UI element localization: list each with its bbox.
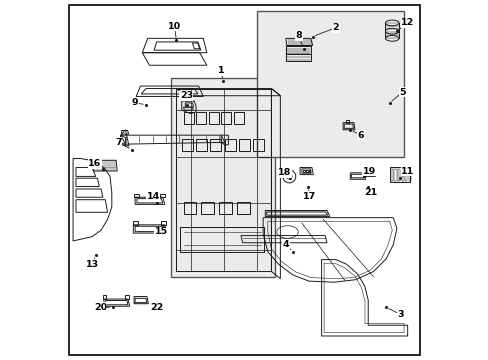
Text: 5: 5 (398, 87, 405, 96)
Text: 10: 10 (168, 22, 181, 31)
Text: 1: 1 (218, 66, 224, 75)
Text: 7: 7 (115, 138, 122, 147)
Text: 4: 4 (282, 240, 288, 249)
Text: 18: 18 (277, 168, 291, 177)
Text: 12: 12 (400, 18, 413, 27)
Bar (171, 78, 274, 277)
Text: 3: 3 (396, 310, 403, 319)
Text: 11: 11 (400, 167, 413, 176)
Text: 15: 15 (154, 228, 167, 237)
Text: 17: 17 (303, 192, 316, 201)
Text: 8: 8 (295, 31, 302, 40)
Text: 13: 13 (85, 260, 99, 269)
Text: 19: 19 (362, 167, 375, 176)
Text: 21: 21 (364, 188, 377, 197)
Text: 9: 9 (132, 98, 138, 107)
Bar (257, 11, 403, 157)
Text: 14: 14 (146, 192, 160, 201)
Text: 16: 16 (88, 159, 101, 168)
Text: 23: 23 (180, 91, 193, 100)
Text: 22: 22 (150, 303, 163, 312)
Text: 20: 20 (94, 303, 107, 312)
Text: 2: 2 (332, 23, 339, 32)
Text: 6: 6 (357, 131, 364, 140)
